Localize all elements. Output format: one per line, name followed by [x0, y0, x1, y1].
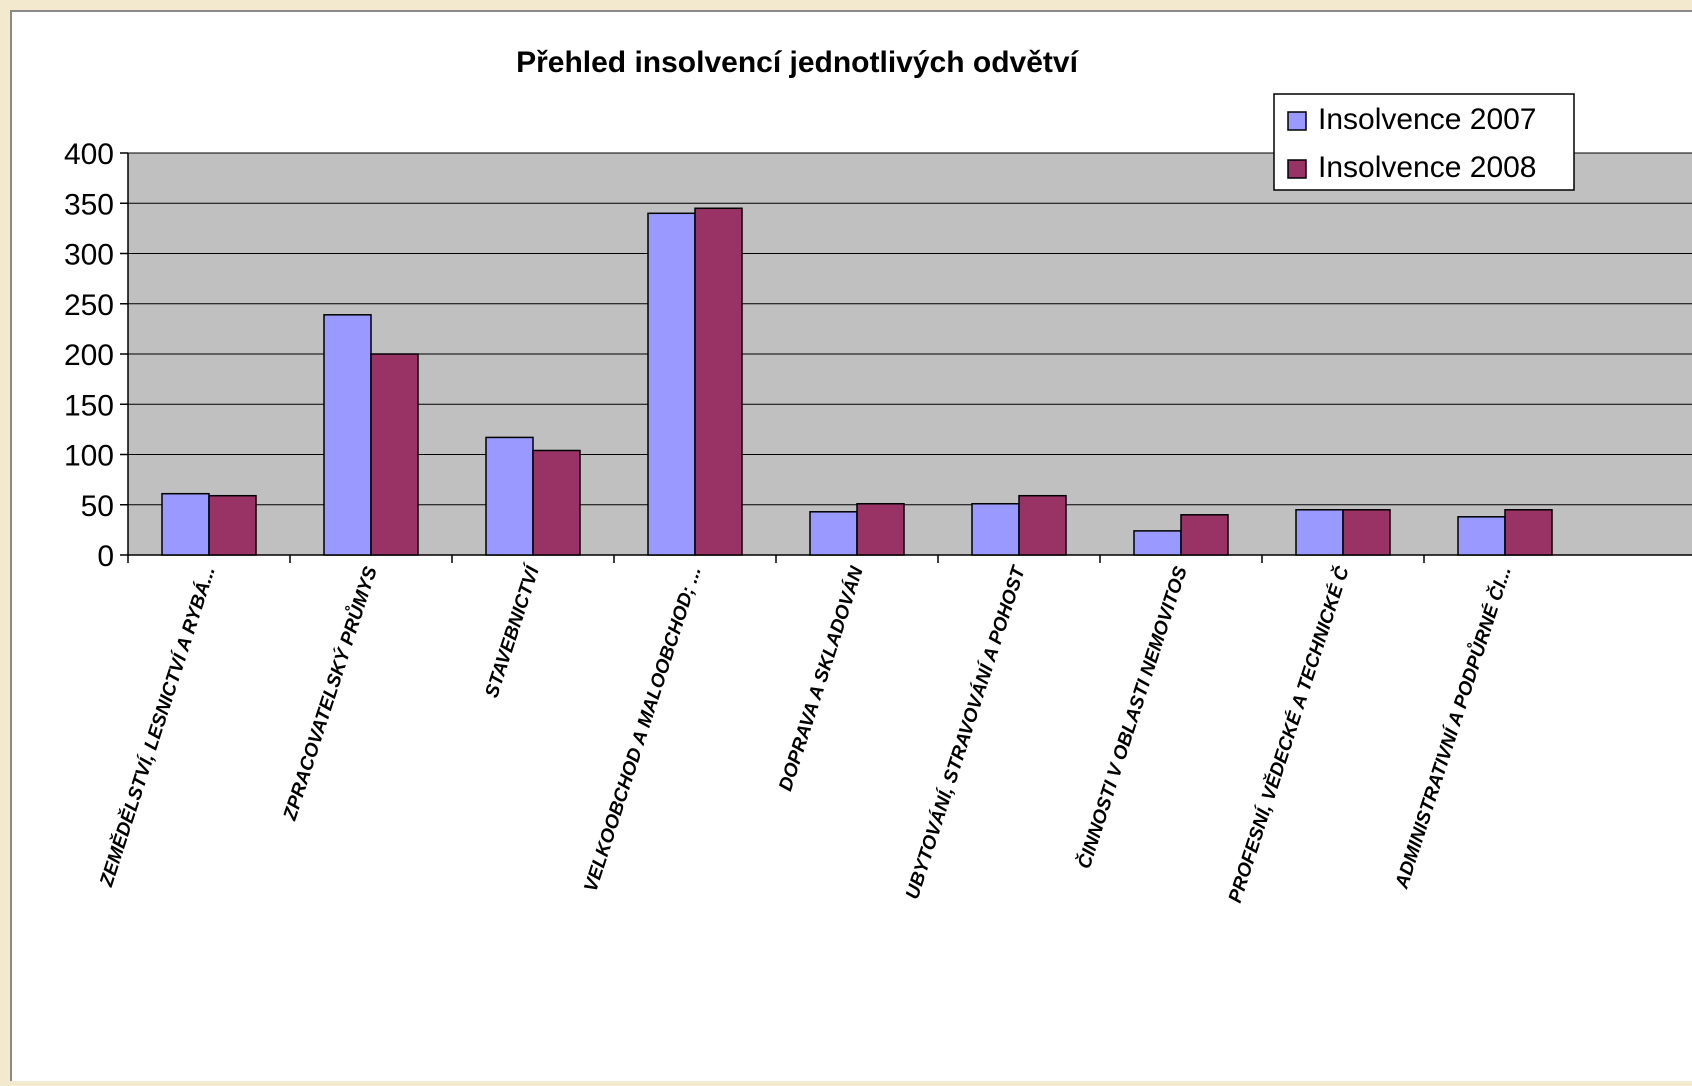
- bar-2007: [323, 314, 372, 556]
- x-category-label: DOPRAVA A SKLADOVÁN: [774, 563, 868, 794]
- y-tick-label: 50: [81, 490, 114, 523]
- plot-area: 0 50 100 150 200 250 300 350 400 ZEMĚDĚLSTVÍ, LES…: [64, 138, 1692, 906]
- y-tick-label: 250: [64, 289, 114, 322]
- x-category-label: STAVEBNICTVÍ: [481, 560, 545, 700]
- y-tick-label: 100: [64, 440, 114, 473]
- legend-swatch: [1287, 111, 1307, 131]
- x-category-label: ADMINISTRATIVNÍ A PODPŮRNÉ ČI...: [1389, 563, 1515, 892]
- chart-frame: Přehled insolvencí jednotlivých odvětví …: [10, 10, 1692, 1081]
- bar-2007: [161, 492, 210, 556]
- y-tick-label: 0: [97, 540, 114, 573]
- y-tick-label: 200: [64, 339, 114, 372]
- x-category-label: VELKOOBCHOD A MALOOBCHOD; ...: [581, 564, 706, 894]
- x-category-label: ZPRACOVATELSKÝ PRŮMYS: [278, 563, 382, 824]
- legend-label: Insolvence 2007: [1318, 103, 1537, 136]
- bar-2008: [856, 502, 905, 556]
- bar-chart: Přehled insolvencí jednotlivých odvětví …: [64, 46, 1692, 906]
- bar-2008: [1342, 509, 1391, 556]
- legend-swatch: [1287, 159, 1307, 179]
- y-tick-label: 400: [64, 138, 114, 171]
- y-tick-label: 300: [64, 239, 114, 272]
- bar-2008: [694, 207, 743, 556]
- x-category-label: ZEMĚDĚLSTVÍ, LESNICTVÍ A RYBÁ...: [95, 564, 220, 890]
- chart-title: Přehled insolvencí jednotlivých odvětví: [516, 46, 1079, 79]
- x-category-label: UBYTOVÁNÍ, STRAVOVÁNÍ A POHOST: [901, 562, 1030, 901]
- legend-box: [1273, 93, 1575, 191]
- bar-2008: [1504, 509, 1553, 556]
- bar-2007: [971, 502, 1020, 556]
- bar-2007: [1295, 509, 1344, 556]
- bar-2008: [1180, 514, 1229, 556]
- legend: Insolvence 2007 Insolvence 2008: [1273, 93, 1575, 191]
- bar-2008: [208, 494, 257, 556]
- y-tick-label: 150: [64, 389, 114, 422]
- bar-2007: [485, 436, 534, 556]
- bar-2008: [370, 353, 419, 556]
- bar-2008: [1018, 494, 1067, 556]
- x-category-label: PROFESNÍ, VĚDECKÉ A TECHNICKÉ Č: [1224, 563, 1354, 905]
- legend-label: Insolvence 2008: [1318, 151, 1537, 184]
- x-category-label: ČINNOSTI V OBLASTI NEMOVITOS: [1073, 563, 1192, 871]
- bar-2007: [1133, 530, 1182, 556]
- bar-2008: [532, 449, 581, 556]
- y-tick-label: 350: [64, 188, 114, 221]
- bar-2007: [809, 511, 858, 556]
- bar-2007: [1457, 516, 1506, 556]
- bar-2007: [647, 212, 696, 556]
